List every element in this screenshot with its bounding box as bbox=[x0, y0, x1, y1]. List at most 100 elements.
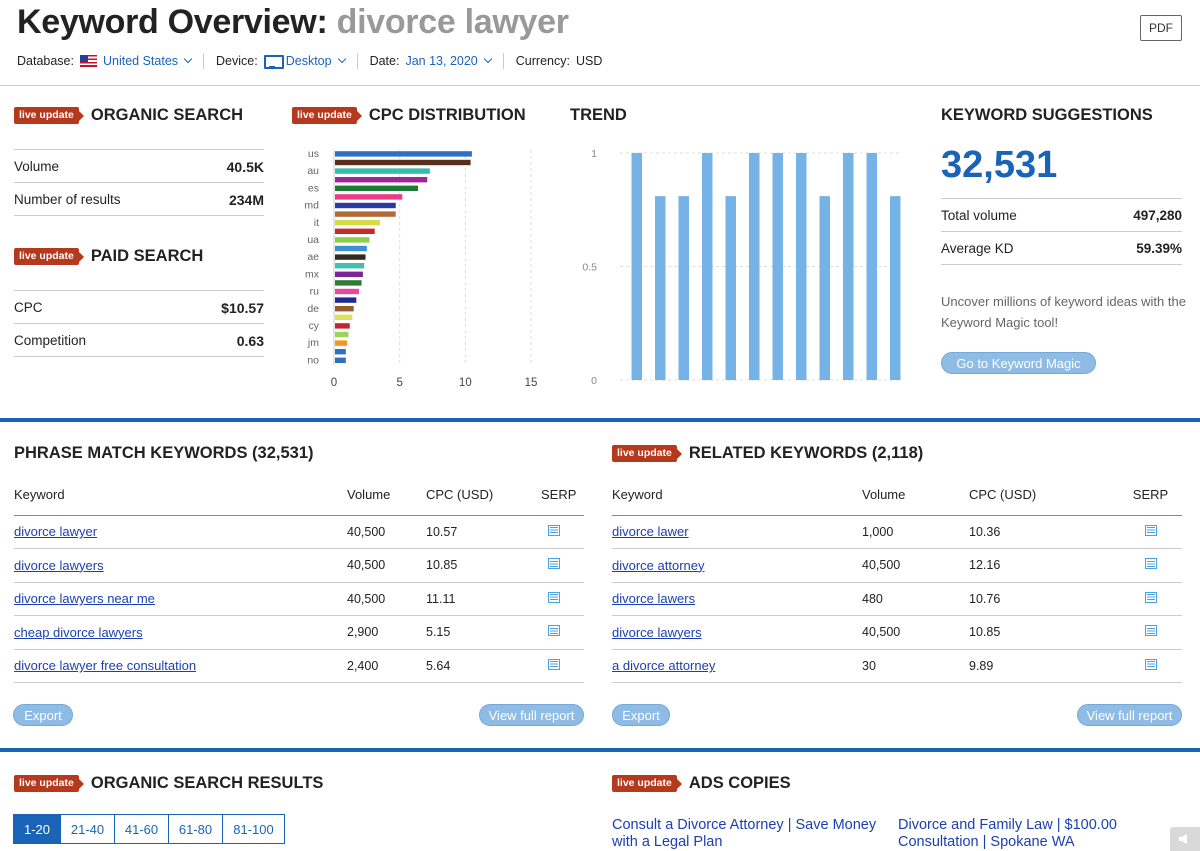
volume-cell: 1,000 bbox=[862, 515, 969, 549]
keyword-magic-button[interactable]: Go to Keyword Magic bbox=[941, 352, 1096, 374]
row-value: 0.63 bbox=[236, 332, 264, 349]
row-value: 40.5K bbox=[226, 158, 264, 175]
cpc-bar bbox=[335, 331, 349, 338]
paid-search-title: live update PAID SEARCH bbox=[14, 247, 203, 266]
feedback-icon[interactable] bbox=[1170, 827, 1200, 851]
col-volume[interactable]: Volume bbox=[862, 475, 969, 516]
device-value: Desktop bbox=[285, 54, 332, 68]
serp-icon[interactable] bbox=[1144, 658, 1157, 670]
y-tick-label: mx bbox=[305, 268, 320, 280]
cpc-cell: 10.85 bbox=[969, 615, 1119, 650]
serp-icon[interactable] bbox=[548, 625, 560, 637]
page-tab-1-20[interactable]: 1-20 bbox=[13, 814, 61, 844]
view-full-report-button[interactable]: View full report bbox=[1077, 704, 1182, 726]
trend-bar bbox=[890, 196, 901, 380]
currency-value: USD bbox=[575, 54, 603, 68]
keyword-link[interactable]: divorce lawer bbox=[612, 524, 689, 540]
serp-icon[interactable] bbox=[1144, 625, 1157, 637]
table-row: cheap divorce lawyers 2,900 5.15 bbox=[14, 615, 584, 650]
volume-row: Volume 40.5K bbox=[14, 150, 264, 183]
table-row: divorce lawer 1,000 10.36 bbox=[612, 515, 1182, 549]
keyword-link[interactable]: divorce lawyer bbox=[14, 524, 98, 540]
page-tab-61-80[interactable]: 61-80 bbox=[168, 814, 223, 844]
serp-icon[interactable] bbox=[1144, 591, 1157, 603]
device-selector[interactable]: Desktop bbox=[263, 54, 346, 69]
volume-cell: 30 bbox=[862, 649, 969, 683]
row-value: 234M bbox=[228, 191, 264, 208]
cpc-bar bbox=[335, 340, 348, 346]
y-tick-label: md bbox=[304, 200, 319, 212]
section-divider bbox=[0, 748, 1200, 752]
section-divider bbox=[0, 418, 1200, 422]
page-tab-81-100[interactable]: 81-100 bbox=[222, 814, 285, 844]
volume-cell: 40,500 bbox=[862, 615, 969, 650]
y-tick-label: au bbox=[307, 165, 319, 177]
y-tick-label: no bbox=[307, 354, 319, 366]
cpc-bar bbox=[335, 271, 363, 277]
serp-icon[interactable] bbox=[548, 658, 560, 670]
col-cpc[interactable]: CPC (USD) bbox=[969, 475, 1119, 516]
trend-title: TREND bbox=[570, 106, 627, 125]
divider bbox=[203, 53, 205, 69]
col-serp: SERP bbox=[541, 475, 584, 516]
col-keyword[interactable]: Keyword bbox=[14, 475, 347, 516]
serp-icon[interactable] bbox=[1144, 524, 1157, 536]
export-button[interactable]: Export bbox=[13, 704, 73, 726]
volume-cell: 2,400 bbox=[347, 649, 426, 683]
pdf-button[interactable]: PDF bbox=[1140, 15, 1182, 41]
divider bbox=[356, 53, 358, 69]
ad-copy-link[interactable]: Consult a Divorce Attorney | Save Money … bbox=[612, 817, 877, 850]
serp-icon[interactable] bbox=[548, 558, 560, 570]
keyword-link[interactable]: divorce lawyers bbox=[612, 624, 702, 640]
trend-bar bbox=[843, 153, 854, 380]
page-tab-41-60[interactable]: 41-60 bbox=[114, 814, 169, 844]
cpc-distribution-chart: 0 5 10 15 us au es md it ua ae mx ru de cy jm no bbox=[304, 148, 538, 389]
results-row: Number of results 234M bbox=[14, 183, 264, 216]
cpc-cell: 9.89 bbox=[969, 649, 1119, 683]
page-tab-21-40[interactable]: 21-40 bbox=[60, 814, 115, 844]
y-tick-label: ae bbox=[307, 251, 319, 263]
cpc-bar bbox=[335, 151, 472, 157]
section-title-text: ADS COPIES bbox=[688, 774, 791, 792]
table-row: divorce lawyers near me 40,500 11.11 bbox=[14, 582, 584, 616]
live-update-badge: live update bbox=[612, 775, 682, 792]
keyword-link[interactable]: divorce lawers bbox=[612, 591, 696, 607]
view-full-report-button[interactable]: View full report bbox=[479, 704, 584, 726]
volume-cell: 40,500 bbox=[347, 515, 426, 549]
trend-chart: 00.51 bbox=[582, 148, 902, 387]
keyword-link[interactable]: divorce lawyers near me bbox=[14, 591, 155, 607]
keyword-link[interactable]: cheap divorce lawyers bbox=[14, 624, 143, 640]
database-value: United States bbox=[102, 54, 179, 68]
related-keywords-table: Keyword Volume CPC (USD) SERP divorce la… bbox=[612, 475, 1182, 683]
cpc-cell: 11.11 bbox=[426, 582, 541, 616]
date-selector[interactable]: Jan 13, 2020 bbox=[405, 54, 493, 68]
device-label: Device: bbox=[216, 54, 258, 68]
export-button[interactable]: Export bbox=[612, 704, 670, 726]
trend-bar bbox=[655, 196, 666, 380]
cpc-cell: 10.85 bbox=[426, 548, 541, 583]
header-divider bbox=[0, 85, 1200, 86]
cpc-bar bbox=[335, 357, 346, 363]
y-tick-label: jm bbox=[307, 337, 319, 349]
keyword-link[interactable]: divorce lawyers bbox=[14, 557, 104, 573]
filter-bar: Database: United States Device: Desktop … bbox=[17, 52, 602, 70]
suggestions-table: Total volume 497,280 Average KD 59.39% bbox=[941, 198, 1182, 265]
database-selector[interactable]: United States bbox=[79, 54, 193, 68]
col-cpc[interactable]: CPC (USD) bbox=[426, 475, 541, 516]
trend-bar bbox=[678, 196, 689, 380]
ad-copy-link[interactable]: Divorce and Family Law | $100.00 Consult… bbox=[898, 817, 1117, 850]
cpc-bar bbox=[335, 228, 375, 234]
results-pagination: 1-20 21-40 41-60 61-80 81-100 bbox=[13, 814, 285, 844]
keyword-link[interactable]: divorce attorney bbox=[612, 557, 705, 573]
trend-bar bbox=[819, 196, 830, 380]
organic-results-title: live update ORGANIC SEARCH RESULTS bbox=[14, 774, 323, 793]
col-keyword[interactable]: Keyword bbox=[612, 475, 862, 516]
serp-icon[interactable] bbox=[548, 524, 560, 536]
keyword-link[interactable]: divorce lawyer free consultation bbox=[14, 658, 197, 674]
live-update-badge: live update bbox=[14, 248, 84, 265]
keyword-link[interactable]: a divorce attorney bbox=[612, 658, 716, 674]
serp-icon[interactable] bbox=[548, 591, 560, 603]
x-tick-label: 15 bbox=[525, 377, 538, 389]
col-volume[interactable]: Volume bbox=[347, 475, 426, 516]
serp-icon[interactable] bbox=[1144, 558, 1157, 570]
